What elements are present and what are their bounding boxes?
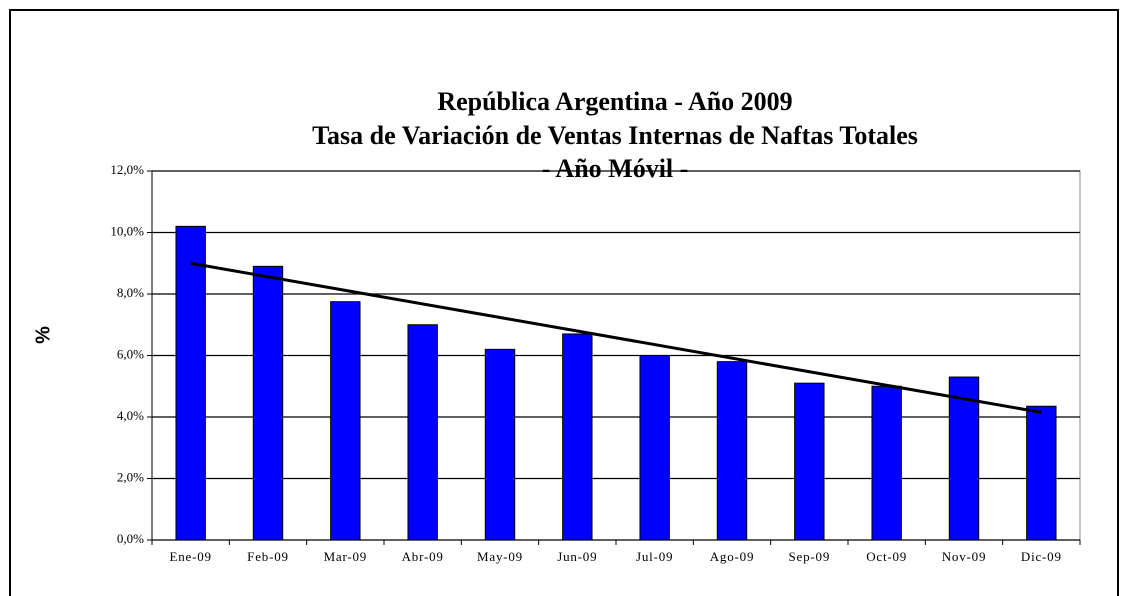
bar: [639, 355, 670, 541]
bar: [794, 382, 825, 541]
bar: [484, 348, 516, 541]
x-tick-label: Abr-09: [402, 549, 444, 564]
bar: [871, 385, 902, 541]
y-tick-label: 2,0%: [117, 469, 144, 484]
chart-title: República Argentina - Año 2009: [437, 87, 792, 116]
y-tick-label: 8,0%: [117, 285, 144, 300]
y-tick-label: 12,0%: [110, 162, 144, 177]
y-tick-label: 0,0%: [117, 531, 144, 546]
x-tick-label: Mar-09: [324, 549, 368, 564]
x-tick-label: Ene-09: [169, 549, 211, 564]
x-tick-label: Ago-09: [710, 549, 755, 564]
y-tick-label: 10,0%: [110, 223, 144, 238]
x-tick-label: Feb-09: [247, 549, 289, 564]
trend-line: [190, 261, 1042, 414]
x-tick-label: Dic-09: [1021, 549, 1062, 564]
x-tick-label: Jun-09: [557, 549, 597, 564]
y-axis-label: %: [32, 326, 54, 344]
bar: [175, 225, 206, 541]
bar: [1026, 405, 1057, 541]
y-tick-label: 4,0%: [117, 408, 144, 423]
x-tick-label: Sep-09: [789, 549, 831, 564]
x-tick-label: Jul-09: [636, 549, 673, 564]
x-tick-label: May-09: [477, 549, 523, 564]
x-tick-label: Oct-09: [866, 549, 907, 564]
bar: [252, 265, 284, 541]
bar: [948, 376, 980, 541]
chart-subtitle: - Año Móvil -: [542, 154, 689, 183]
y-tick-label: 6,0%: [117, 346, 144, 361]
bar: [407, 324, 438, 541]
bar: [330, 301, 361, 541]
chart-subtitle: Tasa de Variación de Ventas Internas de …: [312, 121, 918, 150]
bar: [562, 333, 593, 541]
x-tick-label: Nov-09: [942, 549, 987, 564]
bar: [716, 361, 748, 541]
